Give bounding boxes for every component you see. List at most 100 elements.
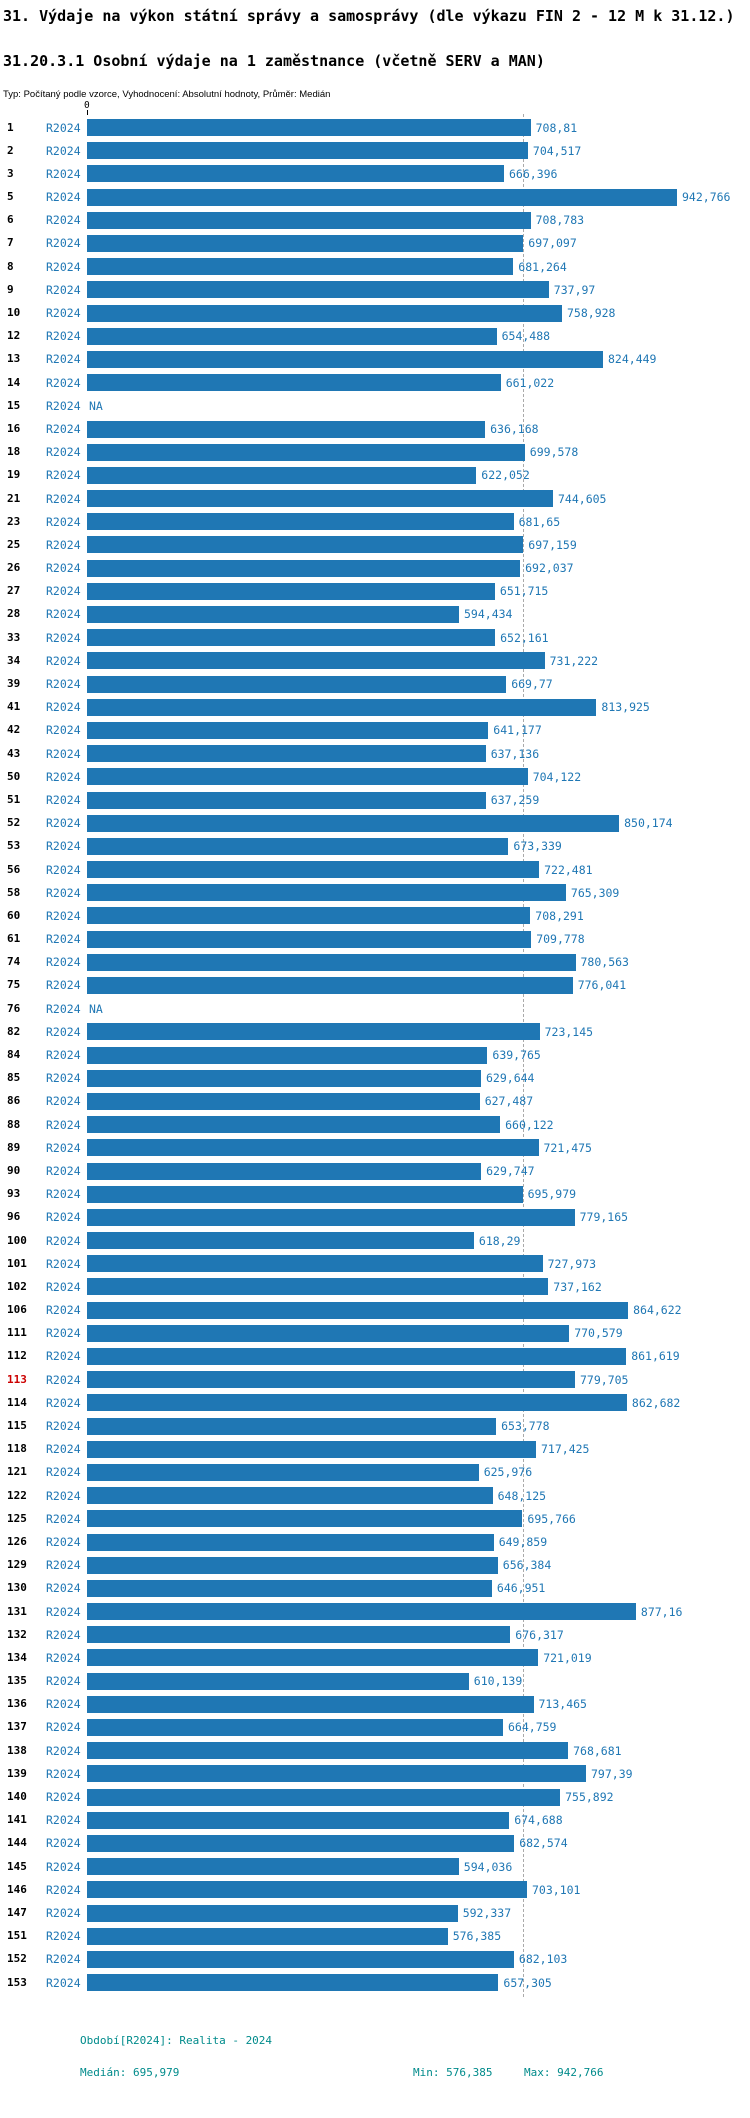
- bar: [87, 1301, 629, 1319]
- bar-value: 592,337: [462, 1905, 512, 1920]
- bar-value: 625,976: [483, 1465, 533, 1480]
- chart-row: 1 R2024 708,81: [0, 116, 750, 139]
- row-number: 27: [7, 584, 21, 598]
- row-period-label: R2024: [46, 1790, 81, 1804]
- bar: [87, 1162, 482, 1180]
- row-period-label: R2024: [46, 1048, 81, 1062]
- row-number: 74: [7, 955, 21, 969]
- row-number: 85: [7, 1071, 21, 1085]
- bar: [87, 1742, 569, 1760]
- bar-value-na: NA: [89, 1001, 103, 1016]
- row-period-label: R2024: [46, 1766, 81, 1781]
- row-period-label: R2024: [46, 1743, 81, 1758]
- bar: [87, 1255, 543, 1273]
- chart-row: 39 R2024 669,77: [0, 673, 750, 696]
- bar-value: 692,037: [525, 561, 574, 576]
- bar: [87, 1324, 570, 1342]
- row-period-label: R2024: [46, 1674, 81, 1689]
- chart-row: 136 R2024 713,465: [0, 1693, 750, 1716]
- row-period-label: R2024: [46, 1836, 81, 1851]
- row-number: 13: [7, 352, 21, 366]
- row-number: 52: [7, 816, 21, 830]
- bar: [87, 1765, 586, 1783]
- row-number: 50: [7, 769, 21, 783]
- row-number: 5: [7, 190, 14, 204]
- bar: [87, 1069, 481, 1087]
- chart-row: 113 R2024 779,705: [0, 1368, 750, 1391]
- row-period-label: R2024: [46, 1975, 81, 1990]
- bar-value: 708,81: [535, 120, 578, 135]
- row-number: 25: [7, 537, 21, 551]
- row-period-label: R2024: [46, 259, 81, 274]
- bar-value: 661,022: [505, 375, 555, 390]
- row-number: 100: [7, 1233, 27, 1247]
- bar-value: 594,434: [464, 607, 513, 622]
- bar-value: 758,928: [567, 306, 616, 320]
- row-period-label: R2024: [46, 1279, 81, 1294]
- bar: [87, 1510, 523, 1528]
- indicator-title: 31.20.3.1 Osobní výdaje na 1 zaměstnance…: [3, 52, 545, 70]
- bar: [87, 1348, 627, 1366]
- row-period-label: R2024: [46, 1349, 81, 1364]
- bar: [87, 721, 489, 739]
- bar: [87, 1811, 510, 1829]
- bar-value: 657,305: [503, 1975, 552, 1990]
- row-number: 18: [7, 445, 21, 459]
- chart-row: 58 R2024 765,309: [0, 881, 750, 904]
- row-number: 86: [7, 1094, 21, 1108]
- row-number: 56: [7, 862, 21, 876]
- row-number: 151: [7, 1929, 27, 1943]
- bar-value: 824,449: [608, 352, 657, 367]
- row-period-label: R2024: [46, 1488, 81, 1503]
- row-period-label: R2024: [46, 1001, 81, 1016]
- row-period-label: R2024: [46, 306, 81, 320]
- row-period-label: R2024: [46, 445, 81, 460]
- chart-row: 12 R2024 654,488: [0, 325, 750, 348]
- bar: [87, 953, 576, 971]
- bar-value: 636,168: [490, 421, 539, 436]
- chart-row: 74 R2024 780,563: [0, 951, 750, 974]
- chart-row: 52 R2024 850,174: [0, 812, 750, 835]
- row-number: 126: [7, 1534, 27, 1548]
- bar-value: 737,97: [553, 282, 596, 297]
- row-period-label: R2024: [46, 190, 81, 205]
- bar: [87, 745, 486, 763]
- bar: [87, 1603, 636, 1621]
- chart-row: 135 R2024 610,139: [0, 1670, 750, 1693]
- chart-row: 88 R2024 660,122: [0, 1113, 750, 1136]
- row-number: 3: [7, 166, 14, 180]
- bar-value: 797,39: [591, 1766, 633, 1781]
- row-period-label: R2024: [46, 213, 81, 228]
- chart-row: 26 R2024 692,037: [0, 557, 750, 580]
- bar: [87, 1904, 458, 1922]
- row-number: 132: [7, 1627, 27, 1641]
- bar-value: 648,125: [497, 1488, 547, 1503]
- bar: [87, 1394, 627, 1412]
- bar-value: 656,384: [502, 1558, 552, 1573]
- bar-value: 861,619: [631, 1349, 680, 1364]
- row-number: 10: [7, 306, 21, 319]
- row-period-label: R2024: [46, 700, 81, 715]
- row-number: 28: [7, 607, 21, 621]
- axis-zero-label: 0: [84, 100, 90, 111]
- bar: [87, 884, 566, 902]
- row-period-label: R2024: [46, 1395, 81, 1410]
- chart-row: 152 R2024 682,103: [0, 1948, 750, 1971]
- bar: [87, 629, 496, 647]
- row-period-label: R2024: [46, 514, 81, 529]
- bar: [87, 513, 514, 531]
- bar: [87, 1046, 488, 1064]
- bar-value: 682,574: [519, 1836, 568, 1851]
- chart-row: 130 R2024 646,951: [0, 1577, 750, 1600]
- bar: [87, 1487, 493, 1505]
- row-period-label: R2024: [46, 1650, 81, 1665]
- row-number: 39: [7, 677, 21, 690]
- row-period-label: R2024: [46, 421, 81, 436]
- bar-value: 649,859: [498, 1534, 548, 1549]
- row-period-label: R2024: [46, 375, 81, 390]
- bar-value: 768,681: [573, 1743, 622, 1758]
- row-period-label: R2024: [46, 1697, 81, 1712]
- bar: [87, 1116, 501, 1134]
- bar: [87, 1185, 523, 1203]
